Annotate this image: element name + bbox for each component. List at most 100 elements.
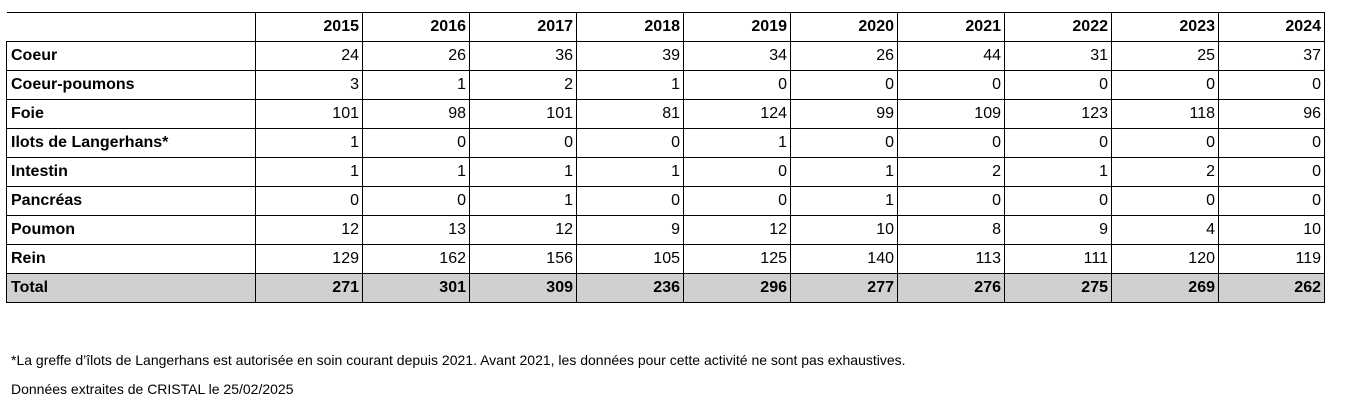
- table-cell: 4: [1111, 215, 1219, 245]
- table-cell: 1: [1004, 157, 1112, 187]
- table-cell: 113: [897, 244, 1005, 274]
- footnote: *La greffe d’îlots de Langerhans est aut…: [11, 352, 906, 368]
- table-cell: 271: [255, 273, 363, 303]
- table-cell: 277: [790, 273, 898, 303]
- table-cell: 120: [1111, 244, 1219, 274]
- table-cell: 1: [362, 157, 470, 187]
- table-cell: 129: [255, 244, 363, 274]
- table-cell: 0: [1218, 128, 1325, 158]
- table-cell: 0: [790, 70, 898, 100]
- table-row: Coeur 24 26 36 39 34 26 44 31 25 37: [6, 41, 1325, 71]
- table-cell: 0: [790, 128, 898, 158]
- table-cell: 1: [790, 157, 898, 187]
- table-cell: 101: [255, 99, 363, 129]
- table-cell: 36: [469, 41, 577, 71]
- table-cell: 99: [790, 99, 898, 129]
- column-header-2016: 2016: [362, 12, 470, 42]
- table-cell: 1: [255, 128, 363, 158]
- column-header-2024: 2024: [1218, 12, 1325, 42]
- table-cell: 26: [362, 41, 470, 71]
- table-cell: 9: [1004, 215, 1112, 245]
- table-cell: 0: [897, 186, 1005, 216]
- table-cell: 39: [576, 41, 684, 71]
- table-row: Poumon 12 13 12 9 12 10 8 9 4 10: [6, 215, 1325, 245]
- row-label: Coeur: [6, 41, 256, 71]
- column-header-2019: 2019: [683, 12, 791, 42]
- table-cell: 8: [897, 215, 1005, 245]
- table-cell: 125: [683, 244, 791, 274]
- table-cell: 0: [683, 157, 791, 187]
- header-row: 2015 2016 2017 2018 2019 2020 2021 2022 2023 2024: [6, 12, 1325, 42]
- table-cell: 1: [469, 186, 577, 216]
- table-row: Foie 101 98 101 81 124 99 109 123 118 96: [6, 99, 1325, 129]
- column-header-2021: 2021: [897, 12, 1005, 42]
- table-cell: 31: [1004, 41, 1112, 71]
- table-cell: 12: [255, 215, 363, 245]
- table-cell: 276: [897, 273, 1005, 303]
- table-row: Coeur-poumons 3 1 2 1 0 0 0 0 0 0: [6, 70, 1325, 100]
- column-header-2015: 2015: [255, 12, 363, 42]
- table-cell: 0: [362, 128, 470, 158]
- table-cell: 1: [469, 157, 577, 187]
- table-cell: 162: [362, 244, 470, 274]
- table-cell: 296: [683, 273, 791, 303]
- table-cell: 301: [362, 273, 470, 303]
- table-cell: 0: [683, 70, 791, 100]
- table-row: Ilots de Langerhans* 1 0 0 0 1 0 0 0 0 0: [6, 128, 1325, 158]
- table-cell: 309: [469, 273, 577, 303]
- table-cell: 0: [255, 186, 363, 216]
- row-label: Pancréas: [6, 186, 256, 216]
- table-cell: 0: [1218, 157, 1325, 187]
- total-row: Total 271 301 309 236 296 277 276 275 269 262: [6, 273, 1325, 303]
- table-cell: 1: [790, 186, 898, 216]
- table-cell: 2: [469, 70, 577, 100]
- table-cell: 37: [1218, 41, 1325, 71]
- table-cell: 34: [683, 41, 791, 71]
- row-label: Rein: [6, 244, 256, 274]
- table-row: Rein 129 162 156 105 125 140 113 111 120 119: [6, 244, 1325, 274]
- table-cell: 1: [255, 157, 363, 187]
- table-cell: 10: [790, 215, 898, 245]
- row-label: Foie: [6, 99, 256, 129]
- table-cell: 3: [255, 70, 363, 100]
- table-cell: 111: [1004, 244, 1112, 274]
- table-cell: 13: [362, 215, 470, 245]
- table-cell: 118: [1111, 99, 1219, 129]
- table-cell: 0: [576, 128, 684, 158]
- table-cell: 101: [469, 99, 577, 129]
- table-cell: 0: [469, 128, 577, 158]
- column-header-2023: 2023: [1111, 12, 1219, 42]
- table-cell: 123: [1004, 99, 1112, 129]
- table-cell: 156: [469, 244, 577, 274]
- table-cell: 0: [1218, 70, 1325, 100]
- table-cell: 1: [576, 70, 684, 100]
- table-cell: 0: [897, 70, 1005, 100]
- table-cell: 0: [1111, 186, 1219, 216]
- column-header-2022: 2022: [1004, 12, 1112, 42]
- table-cell: 24: [255, 41, 363, 71]
- table-cell: 269: [1111, 273, 1219, 303]
- table-cell: 81: [576, 99, 684, 129]
- table-cell: 0: [683, 186, 791, 216]
- table-cell: 109: [897, 99, 1005, 129]
- table-cell: 0: [576, 186, 684, 216]
- table-cell: 25: [1111, 41, 1219, 71]
- table-cell: 1: [683, 128, 791, 158]
- table-cell: 2: [897, 157, 1005, 187]
- table-cell: 96: [1218, 99, 1325, 129]
- column-header-2017: 2017: [469, 12, 577, 42]
- table-cell: 262: [1218, 273, 1325, 303]
- row-label: Total: [6, 273, 256, 303]
- table-cell: 0: [1111, 128, 1219, 158]
- table-cell: 105: [576, 244, 684, 274]
- table-cell: 140: [790, 244, 898, 274]
- table-cell: 12: [683, 215, 791, 245]
- table-cell: 1: [362, 70, 470, 100]
- row-label: Coeur-poumons: [6, 70, 256, 100]
- table-cell: 10: [1218, 215, 1325, 245]
- table-cell: 26: [790, 41, 898, 71]
- row-label: Intestin: [6, 157, 256, 187]
- table-cell: 0: [362, 186, 470, 216]
- row-label: Ilots de Langerhans*: [6, 128, 256, 158]
- table-row: Pancréas 0 0 1 0 0 1 0 0 0 0: [6, 186, 1325, 216]
